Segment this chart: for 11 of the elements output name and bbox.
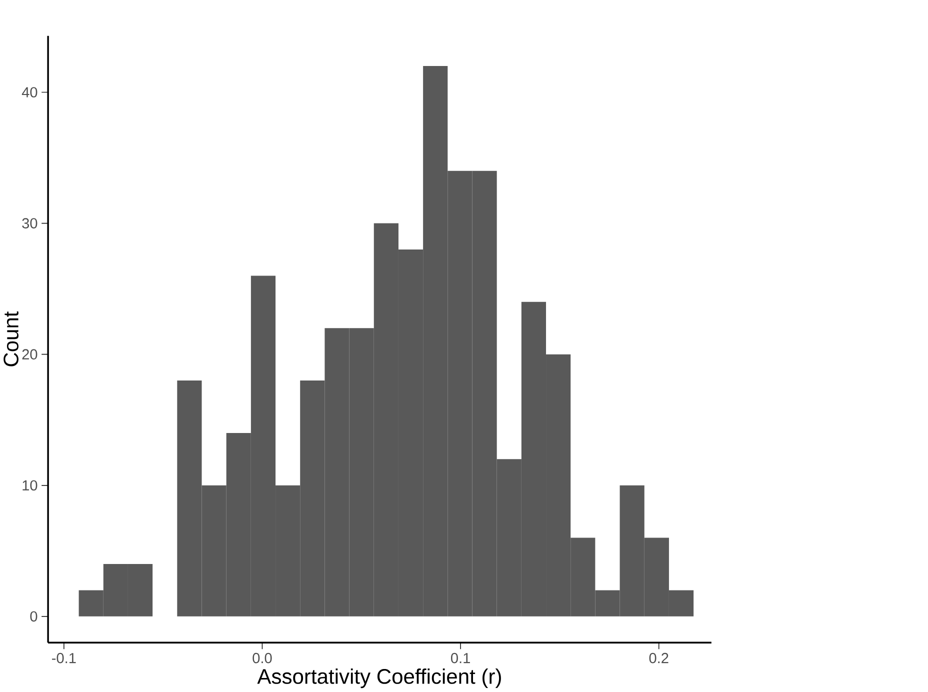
x-tick-label: -0.1	[52, 653, 76, 664]
y-tick-label: 0	[30, 611, 38, 622]
y-tick-label: 30	[22, 218, 38, 229]
x-tick-label: 0.1	[451, 653, 470, 664]
x-tick-label: 0.2	[649, 653, 668, 664]
y-tick-label: 40	[22, 87, 38, 98]
y-axis-title: Count	[4, 312, 18, 366]
y-tick-label: 10	[22, 480, 38, 491]
x-axis-title: Assortativity Coefficient (r)	[257, 668, 501, 688]
y-tick-label: 20	[22, 349, 38, 360]
x-tick-label: 0.0	[252, 653, 272, 664]
